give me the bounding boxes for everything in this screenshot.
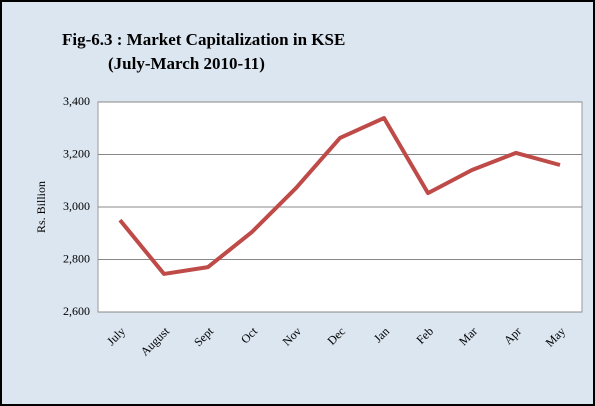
y-tick-label: 3,200 (63, 146, 90, 160)
y-tick-label: 2,800 (63, 251, 90, 265)
y-tick-label: 3,400 (63, 94, 90, 108)
chart-title: Fig-6.3 : Market Capitalization in KSE (62, 30, 345, 49)
y-tick-label: 2,600 (63, 304, 90, 318)
chart-subtitle: (July-March 2010-11) (108, 54, 265, 73)
y-tick-label: 3,000 (63, 199, 90, 213)
data-line (118, 116, 561, 276)
y-axis-label: Rs. Billion (34, 181, 48, 233)
